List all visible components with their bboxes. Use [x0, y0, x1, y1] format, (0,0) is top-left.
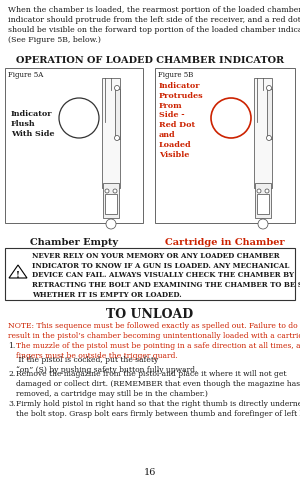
Circle shape	[211, 98, 251, 138]
Text: OPERATION OF LOADED CHAMBER INDICATOR: OPERATION OF LOADED CHAMBER INDICATOR	[16, 56, 284, 65]
Text: NEVER RELY ON YOUR MEMORY OR ANY LOADED CHAMBER
INDICATOR TO KNOW IF A GUN IS LO: NEVER RELY ON YOUR MEMORY OR ANY LOADED …	[32, 252, 300, 299]
Bar	[155, 68, 295, 223]
Circle shape	[59, 98, 99, 138]
Bar	[105, 194, 117, 214]
Polygon shape	[9, 265, 27, 278]
Text: Figure 5B: Figure 5B	[158, 71, 193, 79]
Circle shape	[257, 189, 261, 193]
Circle shape	[258, 219, 268, 229]
Bar	[102, 78, 120, 188]
Text: The muzzle of the pistol must be pointing in a safe direction at all times, and
: The muzzle of the pistol must be pointin…	[16, 342, 300, 360]
Text: Remove the magazine from the pistol and place it where it will not get
damaged o: Remove the magazine from the pistol and …	[16, 370, 300, 398]
Text: !: !	[16, 271, 20, 280]
Text: 16: 16	[144, 468, 156, 477]
Text: 2.: 2.	[8, 370, 15, 378]
Circle shape	[266, 85, 272, 91]
Circle shape	[115, 85, 119, 91]
Circle shape	[105, 189, 109, 193]
Bar	[267, 89, 272, 138]
Text: Indicator
Protrudes
From
Side -
Red Dot
and
Loaded
Visible: Indicator Protrudes From Side - Red Dot …	[159, 82, 204, 159]
Text: Indicator
Flush
With Side: Indicator Flush With Side	[11, 110, 55, 137]
Text: TO UNLOAD: TO UNLOAD	[106, 308, 194, 321]
Circle shape	[115, 136, 119, 140]
Circle shape	[106, 219, 116, 229]
Text: Figure 5A: Figure 5A	[8, 71, 43, 79]
Circle shape	[265, 189, 269, 193]
Circle shape	[113, 189, 117, 193]
Circle shape	[266, 136, 272, 140]
Text: If the pistol is cocked, put the safety
“on” (S) by pushing safety button fully : If the pistol is cocked, put the safety …	[16, 356, 197, 374]
Bar	[257, 194, 269, 214]
Text: 3.: 3.	[8, 400, 15, 408]
Text: When the chamber is loaded, the rearmost portion of the loaded chamber
indicator: When the chamber is loaded, the rearmost…	[8, 6, 300, 44]
Text: Cartridge in Chamber: Cartridge in Chamber	[165, 238, 285, 247]
Bar	[5, 68, 143, 223]
Text: NOTE: This sequence must be followed exactly as spelled out. Failure to do so ca: NOTE: This sequence must be followed exa…	[8, 322, 300, 340]
Bar	[5, 248, 295, 300]
Bar	[254, 78, 272, 188]
Text: 1.: 1.	[8, 342, 15, 350]
Bar	[115, 89, 120, 138]
Text: Chamber Empty: Chamber Empty	[30, 238, 118, 247]
Bar	[103, 183, 119, 218]
Text: Firmly hold pistol in right hand so that the right thumb is directly underneath
: Firmly hold pistol in right hand so that…	[16, 400, 300, 418]
Bar	[255, 183, 271, 218]
